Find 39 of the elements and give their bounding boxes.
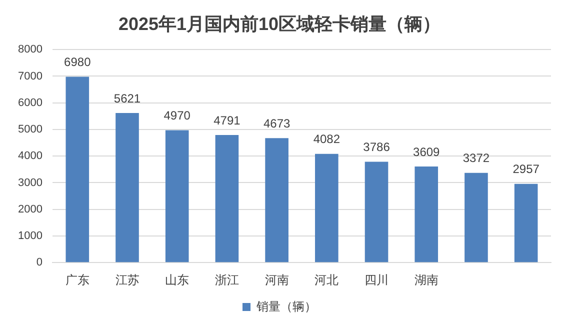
data-label: 4970 (164, 108, 191, 123)
bar (514, 184, 538, 262)
data-label: 4673 (263, 116, 290, 130)
data-label: 6980 (64, 55, 92, 70)
bar (66, 76, 90, 262)
x-tick-label: 河南 (264, 273, 289, 288)
x-tick-label: 湖南 (414, 273, 438, 288)
legend-label: 销量（辆） (256, 299, 316, 314)
data-label: 3786 (363, 140, 390, 154)
x-tick-label: 山东 (165, 273, 190, 288)
data-label: 5621 (114, 91, 141, 106)
x-tick-label: 四川 (364, 273, 389, 288)
y-tick-label: 6000 (18, 96, 42, 109)
y-tick-label: 5000 (18, 124, 42, 136)
bar (414, 166, 438, 262)
chart-title: 2025年1月国内前10区域轻卡销量（辆） (118, 14, 441, 34)
data-label: 3372 (462, 151, 490, 166)
x-tick-label: 广东 (65, 273, 90, 288)
y-tick-label: 8000 (18, 44, 42, 56)
data-label: 3609 (413, 144, 440, 159)
bar (215, 135, 239, 262)
bar (315, 154, 338, 262)
y-tick-label: 0 (36, 256, 42, 269)
y-tick-label: 2000 (18, 203, 42, 216)
bar (364, 162, 388, 262)
y-tick-label: 1000 (18, 230, 42, 242)
bar (116, 112, 139, 262)
bar (464, 172, 488, 262)
x-tick-label: 江苏 (115, 273, 140, 288)
y-tick-label: 3000 (18, 176, 42, 189)
bar (165, 130, 189, 262)
data-label: 4082 (313, 132, 340, 146)
data-label: 2957 (512, 162, 540, 176)
x-tick-label: 河北 (314, 273, 339, 288)
y-tick-label: 7000 (18, 70, 42, 82)
data-label: 4791 (214, 113, 241, 128)
y-tick-label: 4000 (18, 150, 42, 162)
bar (265, 138, 288, 262)
x-tick-label: 浙江 (214, 273, 239, 288)
